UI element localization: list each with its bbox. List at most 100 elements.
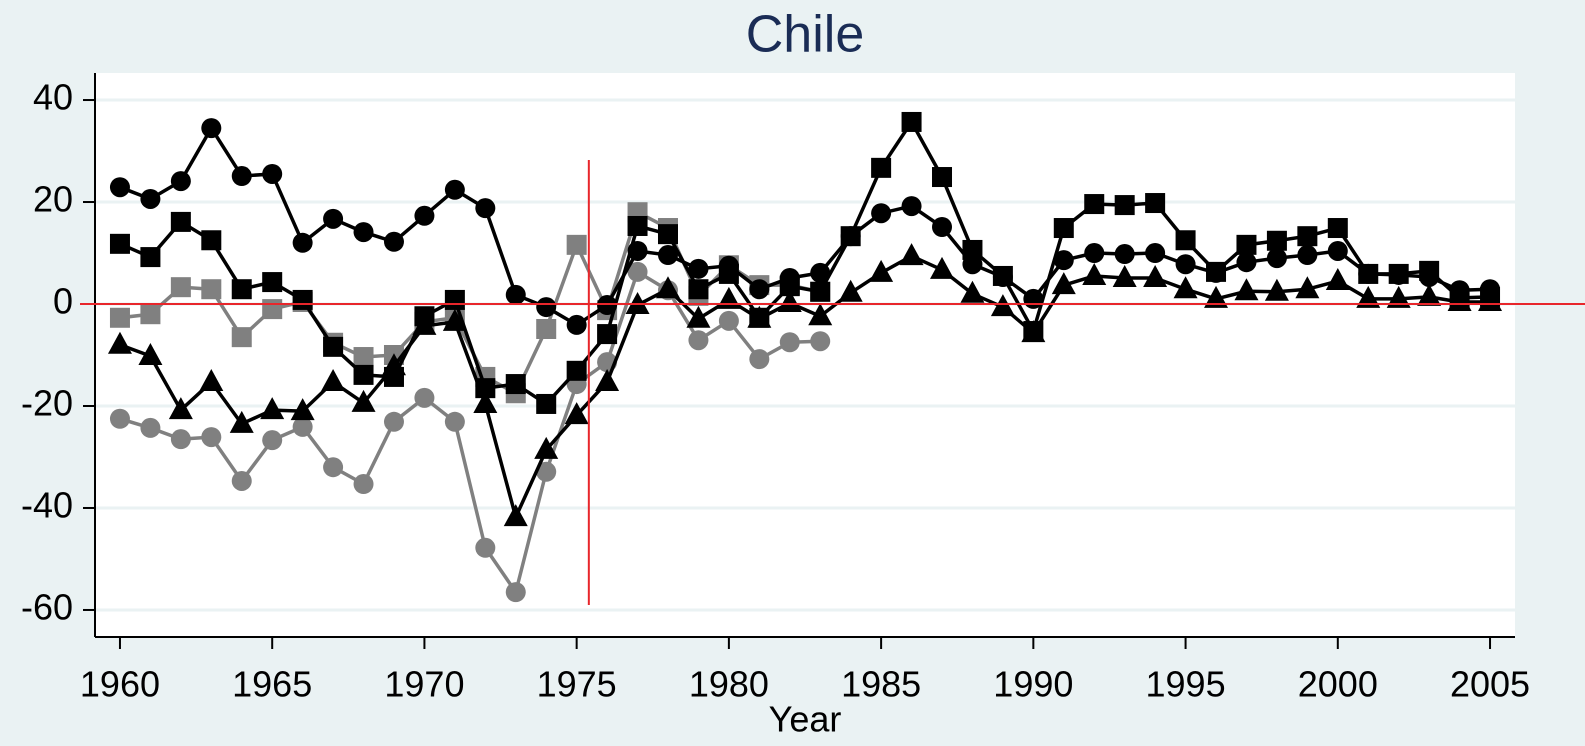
- marker: [414, 387, 435, 408]
- marker: [444, 289, 465, 310]
- x-tick-label: 1985: [841, 664, 921, 705]
- x-tick-label: 1990: [993, 664, 1073, 705]
- marker: [749, 349, 770, 370]
- marker: [536, 297, 557, 318]
- marker: [597, 324, 618, 345]
- marker: [1143, 264, 1168, 287]
- x-tick-label: 1965: [232, 664, 312, 705]
- marker: [871, 203, 892, 224]
- y-tick-label: -60: [21, 586, 73, 627]
- marker: [1325, 268, 1350, 291]
- marker: [170, 429, 191, 450]
- marker: [138, 343, 163, 366]
- marker: [1206, 261, 1227, 282]
- marker: [1114, 244, 1135, 265]
- marker: [475, 198, 496, 219]
- marker: [1327, 240, 1348, 261]
- chart-title: Chile: [746, 6, 865, 64]
- marker: [414, 205, 435, 226]
- marker: [747, 305, 772, 328]
- marker: [1053, 218, 1074, 239]
- marker: [595, 369, 620, 392]
- marker: [1419, 260, 1440, 281]
- marker: [808, 303, 833, 326]
- marker: [536, 318, 557, 339]
- marker: [901, 196, 922, 217]
- marker: [869, 259, 894, 282]
- marker: [992, 265, 1013, 286]
- marker: [505, 284, 526, 305]
- marker: [838, 279, 863, 302]
- marker: [412, 312, 437, 335]
- marker: [688, 330, 709, 351]
- marker: [1053, 250, 1074, 271]
- marker: [962, 239, 983, 260]
- x-tick-label: 2005: [1450, 664, 1530, 705]
- x-tick-label: 1980: [689, 664, 769, 705]
- marker: [353, 222, 374, 243]
- marker: [1084, 194, 1105, 215]
- marker: [566, 314, 587, 335]
- marker: [109, 177, 130, 198]
- marker: [201, 230, 222, 251]
- marker: [1082, 262, 1107, 285]
- y-tick-label: -20: [21, 383, 73, 424]
- marker: [1297, 226, 1318, 247]
- marker: [323, 457, 344, 478]
- marker: [932, 167, 953, 188]
- marker: [930, 256, 955, 279]
- marker: [201, 427, 222, 448]
- marker: [292, 289, 313, 310]
- marker: [260, 397, 285, 420]
- marker: [1388, 263, 1409, 284]
- marker: [381, 353, 406, 376]
- marker: [505, 374, 526, 395]
- marker: [1236, 252, 1257, 273]
- marker: [657, 245, 678, 266]
- marker: [170, 211, 191, 232]
- marker: [932, 217, 953, 238]
- x-tick-label: 1970: [384, 664, 464, 705]
- marker: [1417, 283, 1442, 306]
- marker: [262, 299, 283, 320]
- marker: [170, 171, 191, 192]
- marker: [231, 166, 252, 187]
- marker: [1266, 248, 1287, 269]
- marker: [201, 118, 222, 139]
- marker: [140, 304, 161, 325]
- marker: [140, 188, 161, 209]
- marker: [564, 402, 589, 425]
- marker: [323, 336, 344, 357]
- marker: [688, 258, 709, 279]
- x-tick-label: 1975: [537, 664, 617, 705]
- marker: [505, 582, 526, 603]
- marker: [1478, 288, 1503, 311]
- x-tick-label: 2000: [1298, 664, 1378, 705]
- y-tick-label: 40: [33, 77, 73, 118]
- marker: [475, 537, 496, 558]
- y-tick-label: 0: [53, 281, 73, 322]
- marker: [657, 224, 678, 245]
- plot-area: [95, 73, 1515, 637]
- marker: [810, 262, 831, 283]
- y-tick-label: 20: [33, 179, 73, 220]
- marker: [749, 279, 770, 300]
- marker: [321, 369, 346, 392]
- marker: [353, 474, 374, 495]
- marker: [1264, 278, 1289, 301]
- marker: [231, 279, 252, 300]
- marker: [1297, 245, 1318, 266]
- marker: [1386, 285, 1411, 308]
- marker: [109, 408, 130, 429]
- marker: [779, 276, 800, 297]
- marker: [229, 410, 254, 433]
- marker: [810, 281, 831, 302]
- marker: [1327, 218, 1348, 239]
- marker: [688, 279, 709, 300]
- marker: [1173, 276, 1198, 299]
- marker: [1356, 285, 1381, 308]
- marker: [1204, 285, 1229, 308]
- marker: [627, 215, 648, 236]
- marker: [990, 294, 1015, 317]
- marker: [199, 369, 224, 392]
